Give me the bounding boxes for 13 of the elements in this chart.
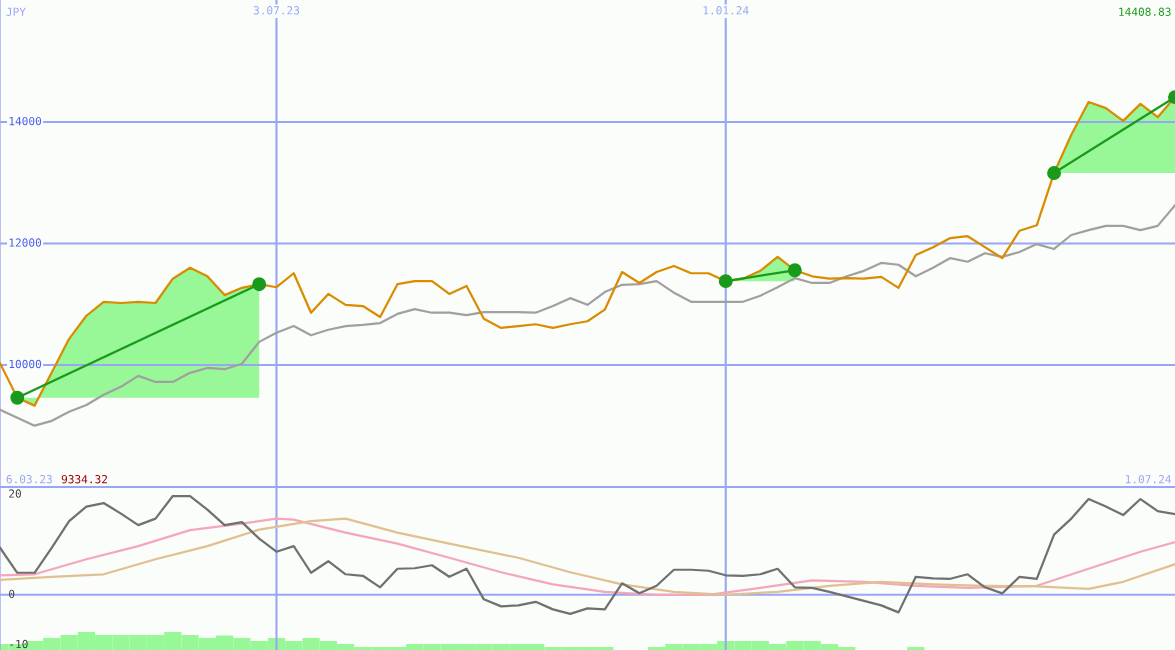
y-tick-label: -10 bbox=[10, 639, 28, 649]
y-tick-label: 14000 bbox=[9, 116, 42, 126]
y-tick-label: 10000 bbox=[9, 359, 42, 369]
y-tick-label: 0 bbox=[9, 589, 15, 599]
annotation: 6.03.23 bbox=[6, 474, 52, 484]
x-tick-label: 1.01.24 bbox=[703, 6, 749, 15]
y-tick-label: 20 bbox=[9, 489, 21, 498]
y-tick-label: 12000 bbox=[9, 238, 42, 247]
annotation: 14408.83 bbox=[1119, 7, 1171, 16]
x-tick-label: 3.07.23 bbox=[253, 6, 300, 15]
annotation: 1.07.24 bbox=[1125, 474, 1171, 484]
annotation: 9334.32 bbox=[61, 474, 107, 484]
y-axis-title: JPY bbox=[6, 7, 26, 16]
